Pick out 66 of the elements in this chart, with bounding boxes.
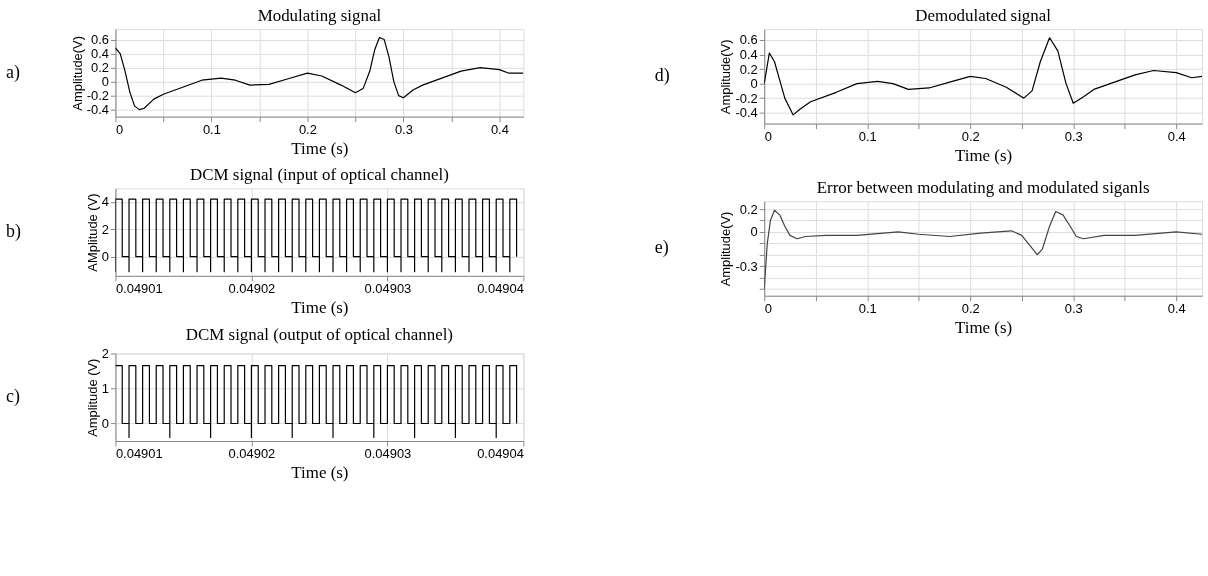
text: d) — [654, 65, 670, 87]
y-tick-label: 0.6 — [90, 32, 109, 48]
x-tick-label: 0.04903 — [364, 446, 412, 462]
y-tick-label: 1 — [101, 380, 109, 396]
y-axis-title: Amplitude(V) — [718, 211, 734, 287]
line-series — [115, 36, 524, 111]
y-tick-label: 2 — [101, 221, 109, 237]
y-tick-label: 4 — [101, 194, 109, 210]
y-tick-label: -0.2 — [86, 88, 109, 104]
x-axis-title: Time (s) — [955, 318, 1013, 338]
text: e) — [654, 237, 669, 259]
y-tick-label: 0.2 — [739, 201, 758, 217]
x-tick-label: 0.1 — [858, 129, 877, 144]
y-tick-label: 0.4 — [739, 46, 758, 62]
x-tick-label: 0.3 — [1064, 129, 1083, 144]
x-tick-label: 0.04904 — [477, 446, 524, 462]
text: a) — [5, 61, 20, 83]
x-tick-label: 0.04901 — [115, 446, 163, 462]
x-tick-label: 0 — [115, 122, 124, 138]
x-tick-label: 0.04902 — [228, 446, 276, 462]
x-axis-title: Time (s) — [955, 145, 1013, 165]
x-tick-label: 0.04902 — [228, 281, 276, 297]
x-tick-label: 0.04904 — [477, 281, 524, 297]
x-tick-label: 0.1 — [858, 301, 877, 317]
x-tick-label: 0.2 — [961, 301, 980, 317]
x-axis-title: Time (s) — [291, 463, 349, 483]
x-tick-label: 0.4 — [1167, 301, 1186, 317]
x-axis-title: Time (s) — [291, 138, 349, 158]
x-axis-title: Time (s) — [291, 298, 349, 318]
line-series — [764, 37, 1203, 116]
y-tick-label: 0 — [750, 76, 758, 92]
y-tick-label: 0.2 — [739, 61, 758, 77]
y-tick-label: 0.6 — [739, 32, 758, 48]
y-tick-label: -0.2 — [735, 90, 758, 106]
y-tick-label: 0.4 — [90, 46, 109, 62]
x-tick-label: 0 — [764, 129, 772, 144]
y-tick-label: 0.2 — [90, 60, 109, 76]
text: b) — [5, 221, 21, 243]
x-tick-label: 0.4 — [1167, 129, 1186, 144]
y-axis-title: AMplitude (V) — [84, 193, 100, 272]
x-tick-label: 0.04901 — [115, 281, 163, 297]
y-axis-title: Amplitude(V) — [718, 39, 734, 115]
y-tick-label: -0.4 — [86, 102, 109, 118]
chart-title: DCM signal (input of optical channel) — [190, 165, 449, 185]
chart-title: Modulating signal — [257, 6, 382, 26]
y-tick-label: 0 — [101, 415, 109, 431]
y-tick-label: 2 — [101, 345, 109, 361]
y-tick-label: -0.3 — [735, 258, 758, 274]
x-tick-label: 0.3 — [1064, 301, 1083, 317]
y-axis-title: Amplitude (V) — [84, 358, 100, 437]
y-axis-title: Amplitude(V) — [69, 35, 85, 111]
y-tick-label: -0.4 — [735, 105, 758, 121]
x-tick-label: 0.4 — [490, 122, 509, 138]
text: c) — [5, 386, 20, 408]
y-tick-label: 0 — [101, 249, 109, 265]
x-tick-label: 0.1 — [202, 122, 221, 138]
x-tick-label: 0.2 — [961, 129, 980, 144]
chart-title: Error between modulating and modulated siganls — [816, 178, 1150, 198]
chart-title: Demodulated signal — [915, 6, 1052, 26]
y-tick-label: 0 — [101, 74, 109, 90]
chart-title: DCM signal (output of optical channel) — [185, 324, 453, 344]
x-tick-label: 0.3 — [394, 122, 413, 138]
x-tick-label: 0 — [764, 301, 772, 317]
x-tick-label: 0.04903 — [364, 281, 412, 297]
y-tick-label: 0 — [750, 224, 758, 240]
x-tick-label: 0.2 — [298, 122, 317, 138]
